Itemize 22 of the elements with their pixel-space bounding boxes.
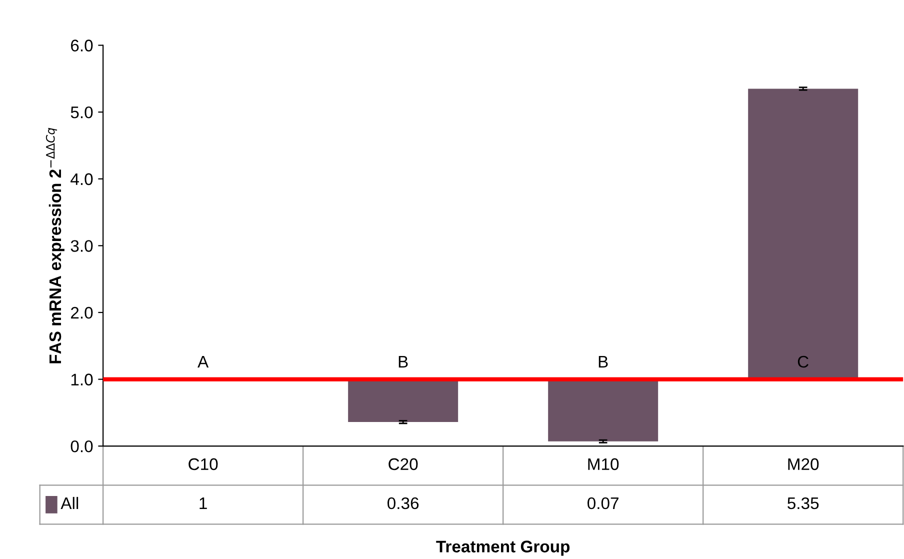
text: 1	[200, 498, 207, 510]
data-label: 0.07	[588, 497, 618, 510]
annotation: C	[798, 356, 808, 368]
y-tick-label: 5.0	[70, 106, 93, 118]
x-axis-title: Treatment Group	[436, 540, 570, 556]
x-tick-label: M10	[588, 458, 619, 470]
y-tick-label: 6.0	[71, 40, 93, 52]
x-tick-label: M20	[788, 458, 819, 470]
x-tick-label: C10	[188, 458, 218, 470]
y-tick-label: 0.0	[70, 440, 93, 452]
annotation: A	[198, 356, 209, 368]
legend-label: All	[60, 496, 78, 510]
y-tick-label: 3.0	[70, 240, 93, 252]
annotation: B	[398, 356, 408, 368]
y-tick-label: 2.0	[71, 306, 93, 319]
y-axis-title: FAS mRNA expression 2$^{−ΔΔCq}$	[46, 128, 64, 364]
y-tick-label: 4.0	[70, 173, 93, 186]
y-tick-label: 1.0	[71, 374, 93, 386]
data-label: 0.36	[388, 497, 419, 510]
x-tick-label: C20	[388, 458, 418, 470]
data-label: 5.35	[788, 497, 819, 510]
annotation: B	[598, 356, 608, 368]
